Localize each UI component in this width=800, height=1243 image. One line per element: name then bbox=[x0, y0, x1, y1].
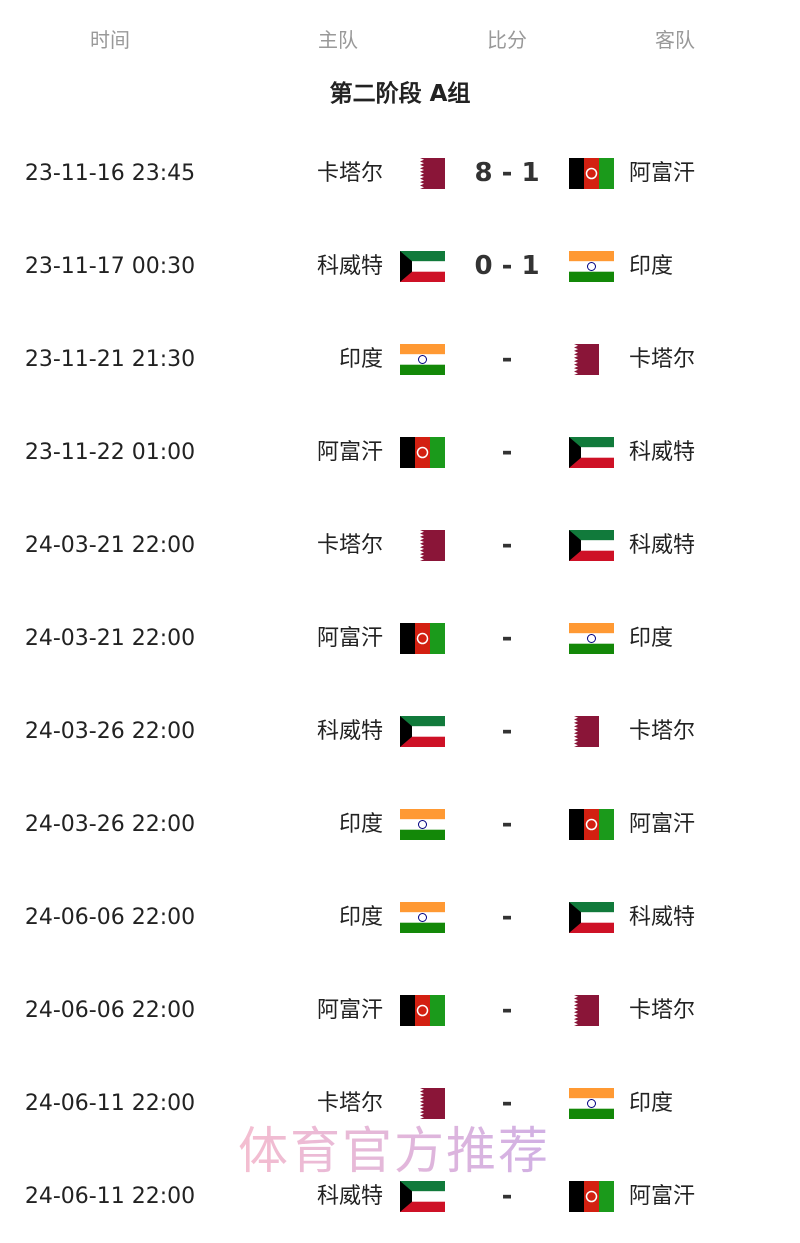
match-score: - bbox=[501, 995, 513, 1025]
match-score: 0 - 1 bbox=[474, 251, 540, 281]
home-team: 阿富汗 bbox=[316, 440, 383, 465]
match-row[interactable]: 24-03-21 22:00 阿富汗 - 印度 bbox=[0, 592, 800, 685]
kuwait-flag-icon bbox=[400, 251, 445, 282]
away-team: 卡塔尔 bbox=[629, 998, 696, 1023]
match-time: 24-06-11 22:00 bbox=[24, 1184, 196, 1209]
match-score: - bbox=[501, 437, 513, 467]
match-time: 24-03-21 22:00 bbox=[24, 533, 196, 558]
match-time: 24-06-06 22:00 bbox=[24, 998, 196, 1023]
india-flag-icon bbox=[569, 251, 614, 282]
qatar-flag-icon bbox=[569, 995, 599, 1026]
qatar-flag-icon bbox=[415, 530, 445, 561]
header-score: 比分 bbox=[487, 28, 527, 52]
home-team: 科威特 bbox=[316, 254, 383, 279]
header-time: 时间 bbox=[90, 28, 130, 52]
home-team: 印度 bbox=[338, 812, 383, 837]
home-team: 科威特 bbox=[316, 1184, 383, 1209]
match-score: - bbox=[501, 1088, 513, 1118]
group-title: 第二阶段 A组 bbox=[329, 81, 471, 107]
match-score: - bbox=[501, 344, 513, 374]
match-time: 23-11-21 21:30 bbox=[24, 347, 196, 372]
kuwait-flag-icon bbox=[400, 1181, 445, 1212]
match-score: - bbox=[501, 716, 513, 746]
match-time: 23-11-17 00:30 bbox=[24, 254, 196, 279]
match-row[interactable]: 24-06-06 22:00 阿富汗 - 卡塔尔 bbox=[0, 964, 800, 1057]
match-row[interactable]: 24-03-21 22:00 卡塔尔 - 科威特 bbox=[0, 499, 800, 592]
home-team: 卡塔尔 bbox=[316, 1091, 383, 1116]
kuwait-flag-icon bbox=[400, 716, 445, 747]
match-score: - bbox=[501, 809, 513, 839]
afghanistan-flag-icon bbox=[569, 158, 614, 189]
match-time: 24-06-11 22:00 bbox=[24, 1091, 196, 1116]
away-team: 科威特 bbox=[629, 533, 696, 558]
match-time: 23-11-16 23:45 bbox=[24, 161, 196, 186]
match-row[interactable]: 23-11-17 00:30 科威特 0 - 1 印度 bbox=[0, 220, 800, 313]
home-team: 科威特 bbox=[316, 719, 383, 744]
home-team: 卡塔尔 bbox=[316, 533, 383, 558]
home-team: 卡塔尔 bbox=[316, 161, 383, 186]
qatar-flag-icon bbox=[415, 1088, 445, 1119]
match-row[interactable]: 24-06-11 22:00 卡塔尔 - 印度 bbox=[0, 1057, 800, 1150]
match-score: - bbox=[501, 1181, 513, 1211]
qatar-flag-icon bbox=[569, 344, 599, 375]
kuwait-flag-icon bbox=[569, 902, 614, 933]
match-row[interactable]: 24-06-11 22:00 科威特 - 阿富汗 bbox=[0, 1150, 800, 1243]
away-team: 印度 bbox=[629, 626, 674, 651]
india-flag-icon bbox=[400, 344, 445, 375]
afghanistan-flag-icon bbox=[569, 809, 614, 840]
match-row[interactable]: 24-03-26 22:00 印度 - 阿富汗 bbox=[0, 778, 800, 871]
match-row[interactable]: 23-11-22 01:00 阿富汗 - 科威特 bbox=[0, 406, 800, 499]
afghanistan-flag-icon bbox=[400, 995, 445, 1026]
qatar-flag-icon bbox=[415, 158, 445, 189]
india-flag-icon bbox=[569, 623, 614, 654]
match-score: - bbox=[501, 902, 513, 932]
india-flag-icon bbox=[400, 809, 445, 840]
home-team: 印度 bbox=[338, 347, 383, 372]
match-row[interactable]: 24-03-26 22:00 科威特 - 卡塔尔 bbox=[0, 685, 800, 778]
india-flag-icon bbox=[569, 1088, 614, 1119]
match-row[interactable]: 24-06-06 22:00 印度 - 科威特 bbox=[0, 871, 800, 964]
match-score: 8 - 1 bbox=[474, 158, 540, 188]
afghanistan-flag-icon bbox=[400, 623, 445, 654]
away-team: 阿富汗 bbox=[629, 812, 696, 837]
match-time: 24-03-26 22:00 bbox=[24, 719, 196, 744]
away-team: 印度 bbox=[629, 254, 674, 279]
match-row[interactable]: 23-11-16 23:45 卡塔尔 8 - 1 阿富汗 bbox=[0, 127, 800, 220]
kuwait-flag-icon bbox=[569, 437, 614, 468]
afghanistan-flag-icon bbox=[400, 437, 445, 468]
away-team: 科威特 bbox=[629, 440, 696, 465]
away-team: 卡塔尔 bbox=[629, 347, 696, 372]
away-team: 科威特 bbox=[629, 905, 696, 930]
away-team: 阿富汗 bbox=[629, 1184, 696, 1209]
kuwait-flag-icon bbox=[569, 530, 614, 561]
match-time: 24-03-26 22:00 bbox=[24, 812, 196, 837]
header-home: 主队 bbox=[318, 28, 358, 52]
match-row[interactable]: 23-11-21 21:30 印度 - 卡塔尔 bbox=[0, 313, 800, 406]
away-team: 印度 bbox=[629, 1091, 674, 1116]
match-time: 23-11-22 01:00 bbox=[24, 440, 196, 465]
away-team: 阿富汗 bbox=[629, 161, 696, 186]
match-score: - bbox=[501, 623, 513, 653]
india-flag-icon bbox=[400, 902, 445, 933]
match-time: 24-03-21 22:00 bbox=[24, 626, 196, 651]
afghanistan-flag-icon bbox=[569, 1181, 614, 1212]
home-team: 阿富汗 bbox=[316, 626, 383, 651]
match-time: 24-06-06 22:00 bbox=[24, 905, 196, 930]
home-team: 阿富汗 bbox=[316, 998, 383, 1023]
away-team: 卡塔尔 bbox=[629, 719, 696, 744]
header-away: 客队 bbox=[655, 28, 695, 52]
match-score: - bbox=[501, 530, 513, 560]
home-team: 印度 bbox=[338, 905, 383, 930]
qatar-flag-icon bbox=[569, 716, 599, 747]
